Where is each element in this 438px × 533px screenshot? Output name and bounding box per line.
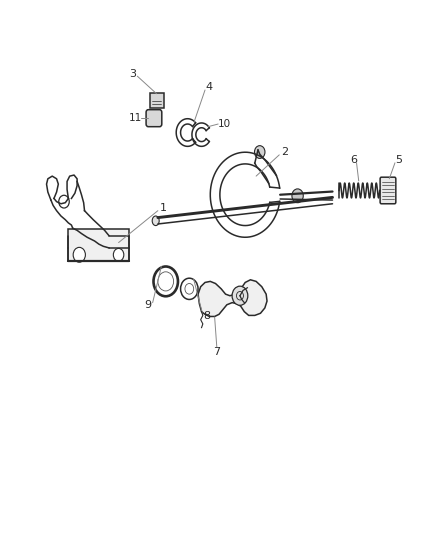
Ellipse shape	[152, 216, 159, 225]
Text: 9: 9	[145, 300, 152, 310]
Circle shape	[73, 247, 85, 262]
Circle shape	[232, 286, 248, 305]
Text: 8: 8	[203, 311, 210, 321]
FancyBboxPatch shape	[380, 177, 396, 204]
Circle shape	[254, 146, 265, 158]
FancyBboxPatch shape	[150, 93, 163, 108]
FancyBboxPatch shape	[146, 110, 162, 127]
FancyBboxPatch shape	[68, 229, 130, 261]
Text: 5: 5	[396, 155, 403, 165]
Text: 11: 11	[128, 113, 142, 123]
Text: 2: 2	[281, 147, 288, 157]
Polygon shape	[198, 280, 267, 317]
Text: 6: 6	[350, 155, 357, 165]
Text: 10: 10	[218, 119, 231, 129]
Text: 4: 4	[206, 82, 213, 92]
Text: 3: 3	[129, 69, 136, 79]
Text: 1: 1	[159, 203, 166, 213]
Circle shape	[292, 189, 303, 203]
Text: 7: 7	[213, 346, 220, 357]
Circle shape	[113, 248, 124, 261]
